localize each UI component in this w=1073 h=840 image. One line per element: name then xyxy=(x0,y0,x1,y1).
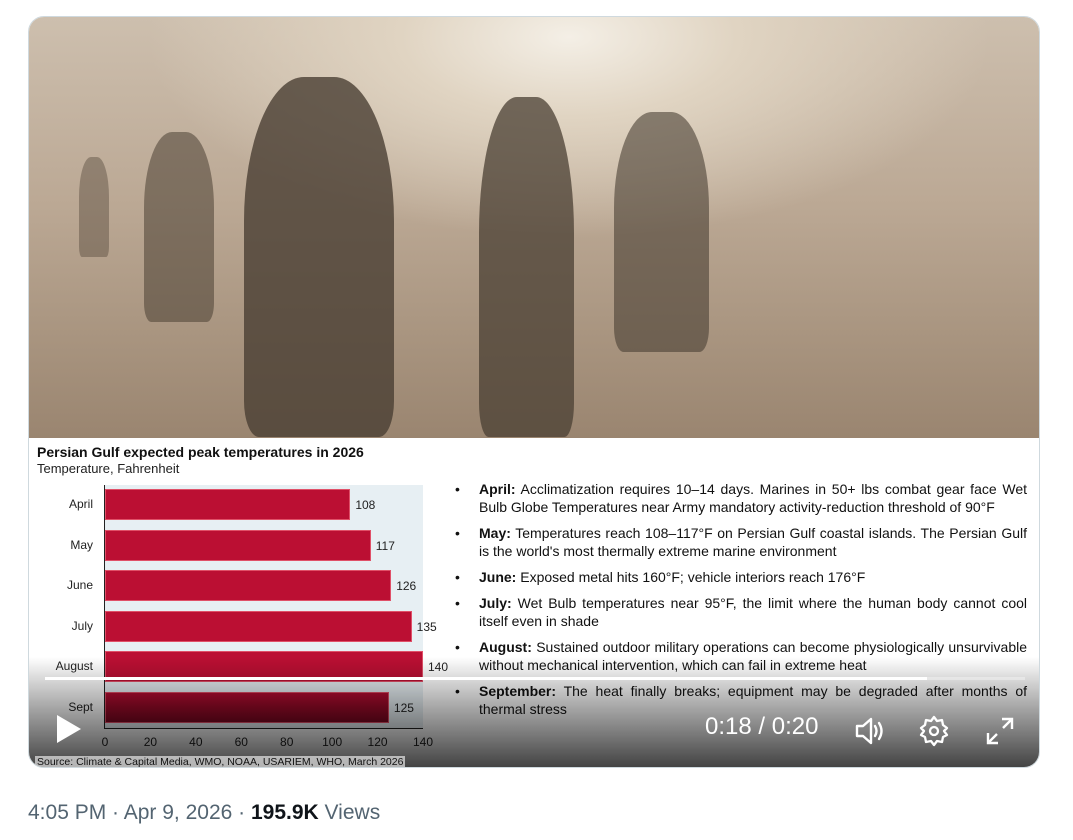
bullet-item: July: Wet Bulb temperatures near 95°F, t… xyxy=(449,594,1027,630)
volume-icon[interactable] xyxy=(853,714,887,748)
post-time[interactable]: 4:05 PM xyxy=(28,801,107,824)
bullet-item: June: Exposed metal hits 160°F; vehicle … xyxy=(449,568,1027,586)
bar-april xyxy=(105,489,351,520)
bullet-text: Exposed metal hits 160°F; vehicle interi… xyxy=(516,569,866,585)
bullet-text: Acclimatization requires 10–14 days. Mar… xyxy=(479,481,1027,515)
video-player[interactable]: Persian Gulf expected peak temperatures … xyxy=(28,16,1040,768)
tweet-meta: 4:05 PM · Apr 9, 2026 · 195.9K Views xyxy=(28,801,380,825)
time-display: 0:18 / 0:20 xyxy=(705,713,819,740)
bullet-label: May: xyxy=(479,525,511,541)
bar-value-label: 126 xyxy=(396,579,417,593)
play-icon[interactable] xyxy=(57,715,81,743)
controls-overlay xyxy=(29,657,1039,767)
bullet-label: April: xyxy=(479,481,516,497)
bar-july xyxy=(105,610,412,642)
chart-title: Persian Gulf expected peak temperatures … xyxy=(37,444,364,460)
category-label: June xyxy=(66,578,93,592)
chart-subtitle: Temperature, Fahrenheit xyxy=(37,461,180,476)
bullet-label: July: xyxy=(479,595,512,611)
bullet-text: Temperatures reach 108–117°F on Persian … xyxy=(479,525,1027,559)
bar-value-label: 135 xyxy=(416,619,437,634)
views-label: Views xyxy=(318,801,381,824)
chart-source: Source: Climate & Capital Media, WMO, NO… xyxy=(35,756,406,768)
y-axis xyxy=(104,485,105,729)
progress-bar[interactable] xyxy=(45,677,1025,680)
bullet-label: August: xyxy=(479,639,532,655)
bar-june xyxy=(105,570,392,601)
category-label: April xyxy=(68,497,93,511)
category-label: July xyxy=(71,618,93,633)
bar-value-label: 117 xyxy=(375,538,395,553)
bar-value-label: 108 xyxy=(355,498,376,512)
bar-may xyxy=(105,529,371,561)
bullet-item: May: Temperatures reach 108–117°F on Per… xyxy=(449,524,1027,560)
view-count: 195.9K xyxy=(251,801,319,824)
post-date[interactable]: Apr 9, 2026 xyxy=(123,801,233,824)
fullscreen-icon[interactable] xyxy=(983,714,1017,748)
bullet-label: June: xyxy=(479,569,517,585)
separator: · xyxy=(106,801,124,824)
settings-gear-icon[interactable] xyxy=(917,714,951,748)
category-label: May xyxy=(70,537,93,552)
bullet-text: Wet Bulb temperatures near 95°F, the lim… xyxy=(479,595,1027,629)
progress-fill xyxy=(45,677,927,680)
video-frame-photo xyxy=(29,17,1039,438)
bullet-item: April: Acclimatization requires 10–14 da… xyxy=(449,480,1027,516)
separator: · xyxy=(232,801,251,824)
